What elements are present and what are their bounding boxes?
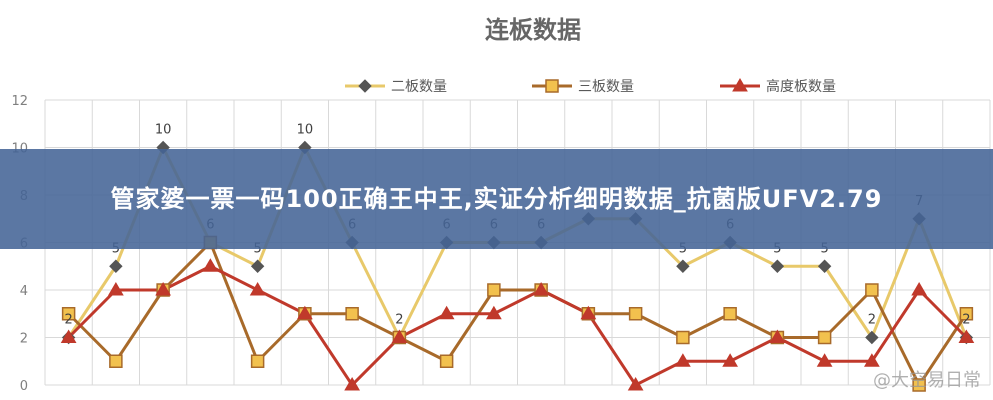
series-1-point <box>109 259 123 273</box>
series-2-point <box>487 283 501 297</box>
series-2-point <box>959 307 974 321</box>
data-label: 2 <box>962 313 970 328</box>
banner-text: 管家婆一票一码100正确王中王,实证分析细明数据_抗菌版UFV2.79 <box>110 185 883 213</box>
series-3-point <box>486 305 502 320</box>
series-3-point <box>249 282 266 296</box>
series-2-point <box>345 307 359 321</box>
series-3-point <box>769 329 786 343</box>
data-label: 2 <box>64 313 72 328</box>
series-3-point <box>60 329 77 343</box>
legend-label-3: 高度板数量 <box>766 78 836 95</box>
series-3-point <box>580 305 597 320</box>
series-3-point <box>108 282 124 296</box>
legend-label-1: 二板数量 <box>391 79 447 95</box>
series-2-point <box>865 283 879 297</box>
series-3-point <box>722 353 738 367</box>
series-1-point <box>817 259 832 273</box>
series-2-point <box>109 354 123 368</box>
series-3-point <box>864 353 880 367</box>
data-label: 2 <box>868 313 876 328</box>
series-1-point <box>676 259 690 273</box>
series-1-point <box>250 259 265 273</box>
series-line-2 <box>67 241 968 387</box>
legend-marker-1 <box>358 79 372 93</box>
y-tick-label: 0 <box>20 379 28 394</box>
series-3-point <box>391 329 408 343</box>
legend-label-2: 三板数量 <box>578 79 634 95</box>
series-2-point <box>817 330 832 345</box>
series-2-point <box>676 330 690 345</box>
series-3-point <box>958 329 975 343</box>
series-3-point <box>627 377 644 391</box>
series-2-point <box>912 378 926 392</box>
series-3-point <box>344 377 360 391</box>
series-line-3 <box>67 264 968 387</box>
legend-marker-2 <box>545 79 559 93</box>
series-2-point <box>439 354 454 368</box>
legend: 二板数量 三板数量 高度板数量 <box>345 78 836 95</box>
series-3-point <box>297 305 313 320</box>
series-2-point <box>723 307 737 321</box>
series-3-point <box>911 282 927 296</box>
chart-title: 连板数据 <box>485 16 581 44</box>
data-label: 2 <box>395 313 403 328</box>
series-2-point <box>250 354 265 368</box>
y-tick-label: 2 <box>20 332 28 347</box>
legend-marker-3 <box>732 78 748 92</box>
series-1-point <box>770 259 785 273</box>
y-tick-label: 4 <box>20 284 28 299</box>
y-tick-label: 12 <box>11 94 28 109</box>
series-3-point <box>816 353 833 367</box>
series-1-point <box>865 330 879 345</box>
data-label: 10 <box>297 123 314 138</box>
series-3-point <box>155 282 171 296</box>
overlay-banner: 管家婆一票一码100正确王中王,实证分析细明数据_抗菌版UFV2.79 <box>0 149 993 249</box>
series-3-point <box>202 258 219 272</box>
series-3-point <box>438 305 455 320</box>
watermark: @大空易日常 <box>873 370 981 391</box>
series-2-point <box>61 307 76 321</box>
series-3-point <box>533 282 549 296</box>
series-2-point <box>628 307 643 321</box>
data-label: 10 <box>155 123 172 138</box>
series-3-point <box>675 353 691 367</box>
